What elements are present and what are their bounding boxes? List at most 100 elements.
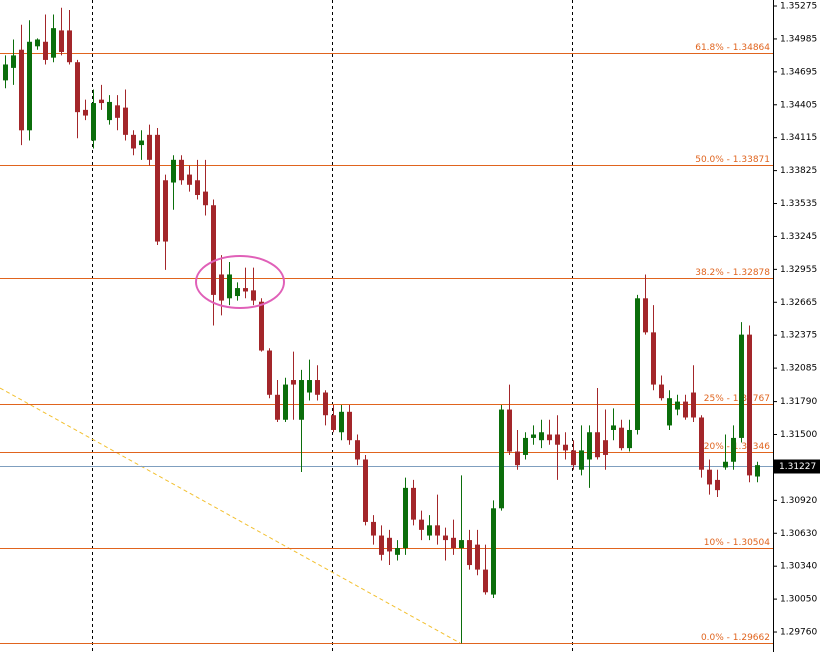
y-tick-label: 1.30050 — [780, 595, 817, 605]
candle-body — [731, 437, 736, 462]
candle-body — [243, 288, 248, 292]
y-tick-label: 1.34985 — [780, 34, 817, 44]
fib-level-label: 50.0% - 1.33871 — [695, 155, 770, 165]
y-tick-label: 1.34695 — [780, 67, 817, 77]
candle-body — [339, 411, 344, 433]
candle-body — [491, 508, 496, 595]
candle-body — [3, 64, 8, 81]
candle-body — [683, 401, 688, 418]
candle-body — [131, 134, 136, 149]
candle-body — [187, 174, 192, 185]
candle-body — [619, 427, 624, 449]
candle-body — [747, 334, 752, 476]
candle-body — [379, 535, 384, 555]
candle-body — [579, 450, 584, 470]
candle-body — [715, 479, 720, 491]
candle-body — [323, 392, 328, 416]
y-tick-label: 1.31500 — [780, 430, 817, 440]
candle-body — [195, 180, 200, 196]
candle-body — [283, 384, 288, 420]
y-tick-label: 1.32375 — [780, 331, 817, 341]
candle-body — [435, 525, 440, 536]
y-tick-label: 1.34405 — [780, 100, 817, 110]
candle-body — [539, 432, 544, 441]
candle-body — [355, 440, 360, 460]
candle-body — [643, 298, 648, 333]
candle-body — [235, 288, 240, 297]
candle-body — [139, 140, 144, 146]
candle-body — [203, 191, 208, 206]
candle-body — [147, 134, 152, 160]
candle-body — [571, 450, 576, 466]
candle-body — [43, 41, 48, 60]
candle-body — [507, 409, 512, 452]
current-price-label: 1.31227 — [779, 462, 816, 472]
candle-body — [75, 62, 80, 113]
candle-body — [563, 444, 568, 451]
candle-body — [483, 569, 488, 593]
candle-body — [51, 28, 56, 58]
candle-body — [259, 301, 264, 351]
candle-body — [363, 459, 368, 522]
candle-body — [227, 274, 232, 299]
candle-body — [307, 380, 312, 393]
candle-body — [11, 55, 16, 68]
price-axis-ticks: 1.35275 1.34985 1.34695 1.34405 1.34115 1.338… — [773, 2, 820, 638]
candle-body — [123, 107, 128, 135]
candle-body — [707, 469, 712, 485]
candle-body — [91, 103, 96, 141]
candle-body — [67, 30, 72, 63]
candle-body — [315, 380, 320, 395]
candle-body — [699, 417, 704, 470]
candle-body — [467, 540, 472, 566]
candle-body — [219, 274, 224, 301]
candle-body — [171, 159, 176, 183]
candle-body — [603, 440, 608, 455]
candle-body — [635, 298, 640, 430]
candle-body — [35, 39, 40, 47]
candle-body — [179, 159, 184, 181]
candle-body — [115, 105, 120, 118]
y-tick-label: 1.33535 — [780, 199, 817, 209]
candle-body — [555, 434, 560, 445]
candle-body — [499, 409, 504, 509]
candle-body — [515, 451, 520, 466]
y-tick-label: 1.34115 — [780, 133, 817, 143]
candle-body — [403, 487, 408, 549]
y-tick-label: 1.31790 — [780, 397, 817, 407]
candle-body — [211, 205, 216, 295]
candle-body — [275, 394, 280, 420]
fib-level-label: 10% - 1.30504 — [704, 538, 770, 548]
candle-body — [659, 384, 664, 399]
y-tick-label: 1.30920 — [780, 496, 817, 506]
candle-body — [523, 437, 528, 455]
candle-body — [443, 535, 448, 541]
y-tick-label: 1.32085 — [780, 364, 817, 374]
fib-level-label: 20% - 1.31346 — [704, 442, 770, 452]
candle-body — [531, 434, 536, 438]
trend-line — [0, 387, 461, 644]
candle-body — [27, 41, 32, 131]
y-tick-label: 1.30340 — [780, 562, 817, 572]
price-axis — [773, 0, 821, 652]
candle-body — [299, 380, 304, 420]
candle-body — [59, 30, 64, 52]
candle-body — [723, 461, 728, 468]
candle-body — [163, 180, 168, 242]
candle-body — [107, 101, 112, 121]
y-tick-label: 1.30630 — [780, 529, 817, 539]
y-tick-label: 1.35275 — [780, 2, 817, 12]
y-tick-label: 1.33245 — [780, 232, 817, 242]
candle-body — [459, 540, 464, 549]
candle-body — [83, 109, 88, 116]
candle-body — [395, 548, 400, 555]
candle-body — [331, 415, 336, 430]
candle-body — [595, 432, 600, 458]
candle-body — [419, 519, 424, 530]
y-tick-label: 1.32665 — [780, 298, 817, 308]
fib-level-label: 0.0% - 1.29662 — [701, 633, 770, 643]
current-price-box — [774, 459, 820, 474]
candle-body — [739, 334, 744, 438]
